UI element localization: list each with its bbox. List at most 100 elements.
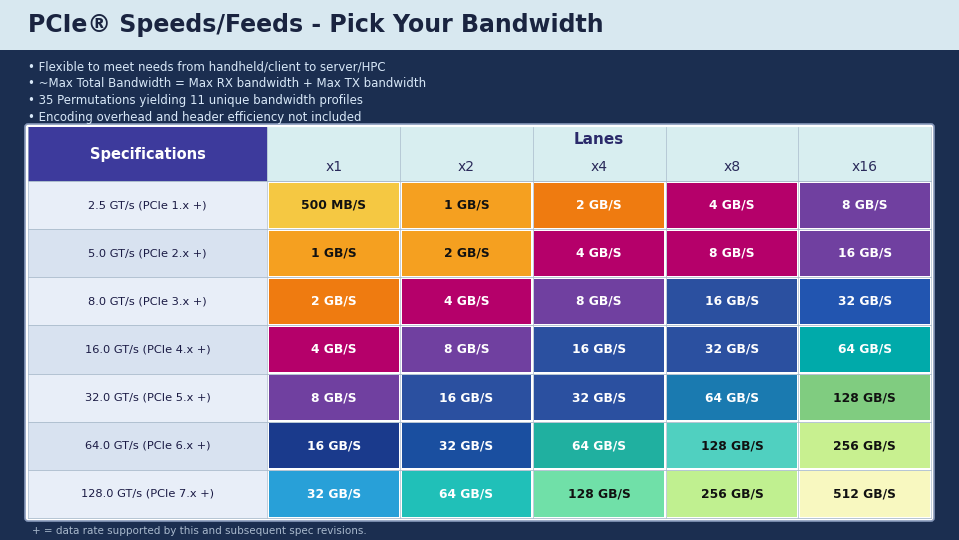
Text: 8 GB/S: 8 GB/S xyxy=(311,391,357,404)
Bar xyxy=(400,153,533,181)
Text: 64 GB/S: 64 GB/S xyxy=(573,439,626,453)
Bar xyxy=(402,423,531,468)
Text: x2: x2 xyxy=(457,160,475,174)
Text: x4: x4 xyxy=(591,160,608,174)
Text: x8: x8 xyxy=(723,160,740,174)
Text: 8 GB/S: 8 GB/S xyxy=(842,199,887,212)
Bar xyxy=(800,375,929,420)
Text: 2 GB/S: 2 GB/S xyxy=(311,295,357,308)
Bar xyxy=(534,471,664,516)
Text: + = data rate supported by this and subsequent spec revisions.: + = data rate supported by this and subs… xyxy=(32,526,366,536)
Text: 16 GB/S: 16 GB/S xyxy=(837,247,892,260)
Bar xyxy=(533,153,666,181)
Text: 256 GB/S: 256 GB/S xyxy=(700,488,763,501)
Bar xyxy=(28,127,268,181)
Bar xyxy=(402,279,531,324)
Text: 2 GB/S: 2 GB/S xyxy=(444,247,489,260)
Bar xyxy=(0,0,959,50)
Bar xyxy=(28,229,268,277)
Bar xyxy=(800,423,929,468)
Text: 16 GB/S: 16 GB/S xyxy=(705,295,759,308)
Text: 8 GB/S: 8 GB/S xyxy=(709,247,755,260)
Text: 256 GB/S: 256 GB/S xyxy=(833,439,896,453)
Bar xyxy=(800,279,929,324)
Bar xyxy=(269,327,399,372)
Text: 32 GB/S: 32 GB/S xyxy=(573,391,626,404)
Text: 128 GB/S: 128 GB/S xyxy=(833,391,896,404)
Bar xyxy=(269,423,399,468)
Bar xyxy=(667,231,797,276)
Text: 512 GB/S: 512 GB/S xyxy=(833,488,896,501)
Bar xyxy=(667,279,797,324)
Text: 16 GB/S: 16 GB/S xyxy=(573,343,626,356)
Text: Lanes: Lanes xyxy=(574,132,624,147)
Bar xyxy=(28,326,268,374)
Bar xyxy=(28,374,268,422)
Text: 2 GB/S: 2 GB/S xyxy=(576,199,622,212)
Bar xyxy=(667,183,797,228)
Bar xyxy=(268,127,931,153)
Bar xyxy=(269,279,399,324)
Bar xyxy=(800,231,929,276)
Bar xyxy=(402,375,531,420)
Bar xyxy=(402,327,531,372)
Text: 128 GB/S: 128 GB/S xyxy=(700,439,763,453)
Text: 2.5 GT/s (PCIe 1.x +): 2.5 GT/s (PCIe 1.x +) xyxy=(88,200,207,210)
Bar xyxy=(800,471,929,516)
Bar xyxy=(402,231,531,276)
Text: 32 GB/S: 32 GB/S xyxy=(307,488,361,501)
Text: 128 GB/S: 128 GB/S xyxy=(568,488,630,501)
Text: x1: x1 xyxy=(325,160,342,174)
Bar xyxy=(666,153,798,181)
Text: 5.0 GT/s (PCIe 2.x +): 5.0 GT/s (PCIe 2.x +) xyxy=(88,248,207,258)
Bar xyxy=(269,471,399,516)
Bar xyxy=(534,279,664,324)
Bar xyxy=(534,423,664,468)
Text: x16: x16 xyxy=(852,160,877,174)
Bar xyxy=(667,375,797,420)
Text: 32 GB/S: 32 GB/S xyxy=(705,343,759,356)
Bar xyxy=(28,277,268,326)
Text: 128.0 GT/s (PCIe 7.x +): 128.0 GT/s (PCIe 7.x +) xyxy=(82,489,214,499)
Text: PCIe® Speeds/Feeds - Pick Your Bandwidth: PCIe® Speeds/Feeds - Pick Your Bandwidth xyxy=(28,13,603,37)
Text: • Flexible to meet needs from handheld/client to server/HPC: • Flexible to meet needs from handheld/c… xyxy=(28,60,386,73)
Bar xyxy=(402,183,531,228)
Bar xyxy=(269,375,399,420)
Text: 64.0 GT/s (PCIe 6.x +): 64.0 GT/s (PCIe 6.x +) xyxy=(85,441,210,451)
Bar xyxy=(28,422,268,470)
Text: 32 GB/S: 32 GB/S xyxy=(837,295,892,308)
Text: 16 GB/S: 16 GB/S xyxy=(439,391,494,404)
Text: 4 GB/S: 4 GB/S xyxy=(576,247,621,260)
Bar xyxy=(534,375,664,420)
Bar xyxy=(800,327,929,372)
Bar xyxy=(534,183,664,228)
Text: 4 GB/S: 4 GB/S xyxy=(444,295,489,308)
Bar xyxy=(534,327,664,372)
Text: • 35 Permutations yielding 11 unique bandwidth profiles: • 35 Permutations yielding 11 unique ban… xyxy=(28,94,363,107)
Text: 16.0 GT/s (PCIe 4.x +): 16.0 GT/s (PCIe 4.x +) xyxy=(84,345,210,354)
Bar xyxy=(534,231,664,276)
Bar xyxy=(667,423,797,468)
Text: • Encoding overhead and header efficiency not included: • Encoding overhead and header efficienc… xyxy=(28,111,362,124)
Text: 1 GB/S: 1 GB/S xyxy=(444,199,489,212)
Bar xyxy=(28,470,268,518)
Bar xyxy=(667,327,797,372)
FancyBboxPatch shape xyxy=(25,124,934,521)
Text: 64 GB/S: 64 GB/S xyxy=(837,343,892,356)
Bar xyxy=(0,50,959,122)
Bar xyxy=(667,471,797,516)
Bar xyxy=(269,231,399,276)
Bar xyxy=(269,183,399,228)
Text: 64 GB/S: 64 GB/S xyxy=(705,391,759,404)
Text: 8 GB/S: 8 GB/S xyxy=(444,343,489,356)
Bar xyxy=(28,181,268,229)
Text: 1 GB/S: 1 GB/S xyxy=(311,247,357,260)
Bar xyxy=(798,153,931,181)
Bar xyxy=(402,471,531,516)
Text: 8.0 GT/s (PCIe 3.x +): 8.0 GT/s (PCIe 3.x +) xyxy=(88,296,207,306)
Text: 4 GB/S: 4 GB/S xyxy=(311,343,357,356)
Text: 4 GB/S: 4 GB/S xyxy=(709,199,755,212)
Text: 16 GB/S: 16 GB/S xyxy=(307,439,361,453)
Text: • ~Max Total Bandwidth = Max RX bandwidth + Max TX bandwidth: • ~Max Total Bandwidth = Max RX bandwidt… xyxy=(28,77,426,90)
Bar xyxy=(800,183,929,228)
